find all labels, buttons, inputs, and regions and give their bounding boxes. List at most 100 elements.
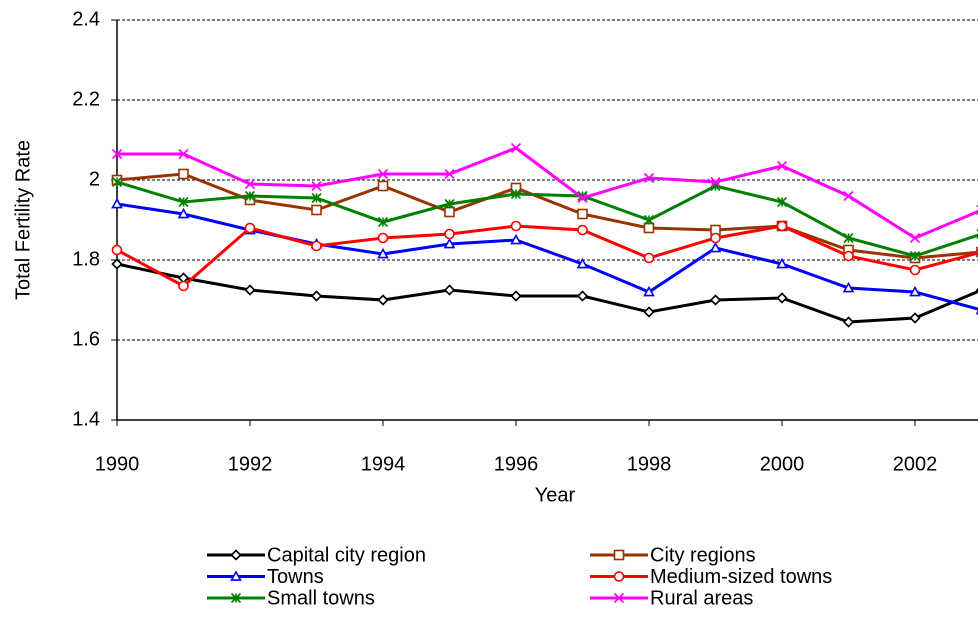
series-line bbox=[116, 180, 978, 258]
legend-item: Medium-sized towns bbox=[590, 566, 832, 588]
marker bbox=[577, 192, 588, 204]
marker bbox=[244, 178, 256, 190]
series-line bbox=[116, 262, 978, 324]
y-tick-label: 1.6 bbox=[72, 328, 100, 350]
marker bbox=[311, 204, 322, 216]
marker bbox=[311, 180, 322, 192]
x-tick-label: 1990 bbox=[95, 453, 140, 475]
marker bbox=[111, 244, 123, 256]
marker bbox=[909, 285, 921, 297]
marker bbox=[909, 232, 921, 244]
series-line bbox=[116, 224, 978, 288]
x-axis-title: Year bbox=[535, 484, 576, 506]
marker bbox=[643, 306, 655, 318]
marker bbox=[643, 252, 655, 264]
legend-item: Rural areas bbox=[590, 587, 753, 609]
marker bbox=[909, 250, 921, 262]
x-tick-label: 1994 bbox=[361, 453, 406, 475]
marker bbox=[577, 208, 588, 220]
y-tick-label: 2 bbox=[89, 168, 100, 190]
x-tick-label: 1998 bbox=[627, 453, 672, 475]
marker bbox=[310, 290, 323, 302]
marker bbox=[709, 241, 722, 253]
legend-label: City regions bbox=[650, 544, 756, 566]
marker bbox=[443, 237, 456, 249]
marker bbox=[178, 196, 189, 208]
legend-item: Capital city region bbox=[207, 544, 426, 566]
legend-label: Small towns bbox=[267, 587, 375, 609]
marker bbox=[909, 312, 921, 324]
y-tick-label: 2.4 bbox=[72, 8, 100, 30]
marker bbox=[613, 549, 625, 561]
legend-label: Medium-sized towns bbox=[650, 566, 832, 588]
marker bbox=[576, 290, 589, 302]
marker bbox=[311, 240, 322, 252]
marker bbox=[111, 258, 123, 270]
marker bbox=[244, 190, 256, 202]
y-tick-label: 1.4 bbox=[72, 408, 100, 430]
marker bbox=[111, 148, 123, 160]
x-tick-label: 2000 bbox=[760, 453, 805, 475]
series bbox=[111, 142, 978, 244]
marker bbox=[709, 294, 722, 306]
marker bbox=[230, 549, 242, 561]
marker bbox=[377, 232, 389, 244]
marker bbox=[843, 232, 854, 244]
series bbox=[111, 258, 978, 328]
marker bbox=[377, 216, 389, 228]
marker bbox=[776, 292, 788, 304]
marker bbox=[111, 197, 123, 209]
marker bbox=[510, 290, 522, 302]
marker bbox=[444, 206, 455, 218]
marker bbox=[230, 570, 242, 581]
marker bbox=[643, 172, 655, 184]
marker bbox=[311, 192, 322, 204]
marker bbox=[909, 264, 921, 276]
marker bbox=[178, 280, 189, 292]
x-tick-label: 2002 bbox=[893, 453, 938, 475]
marker bbox=[377, 247, 389, 259]
marker bbox=[244, 284, 256, 296]
marker bbox=[776, 257, 788, 269]
marker bbox=[710, 232, 721, 244]
marker bbox=[443, 284, 456, 296]
x-tick-label: 1992 bbox=[228, 453, 273, 475]
marker bbox=[230, 592, 242, 604]
series-line bbox=[117, 146, 978, 240]
marker bbox=[843, 250, 854, 262]
legend-label: Rural areas bbox=[650, 587, 753, 609]
legend-item: Towns bbox=[207, 566, 324, 588]
marker bbox=[842, 316, 855, 328]
marker bbox=[643, 285, 655, 297]
marker bbox=[377, 168, 389, 180]
marker bbox=[177, 207, 190, 219]
marker bbox=[842, 281, 855, 293]
marker bbox=[444, 228, 455, 240]
marker bbox=[776, 220, 788, 232]
marker bbox=[576, 257, 589, 269]
marker bbox=[111, 176, 123, 188]
marker bbox=[613, 571, 625, 582]
marker bbox=[643, 214, 655, 226]
legend-label: Capital city region bbox=[267, 544, 426, 566]
marker bbox=[444, 168, 455, 180]
series bbox=[111, 168, 978, 264]
y-axis-title: Total Fertility Rate bbox=[12, 140, 34, 300]
y-tick-label: 1.8 bbox=[72, 248, 100, 270]
marker bbox=[510, 142, 522, 154]
marker bbox=[776, 196, 788, 208]
marker bbox=[577, 224, 588, 236]
marker bbox=[178, 168, 189, 180]
legend-item: Small towns bbox=[207, 587, 375, 609]
series bbox=[111, 176, 978, 262]
series-line bbox=[116, 172, 978, 260]
x-tick-label: 1996 bbox=[494, 453, 539, 475]
marker bbox=[613, 592, 625, 604]
marker bbox=[643, 222, 655, 234]
marker bbox=[444, 198, 455, 210]
marker bbox=[244, 222, 256, 234]
marker bbox=[377, 294, 389, 306]
marker bbox=[510, 220, 522, 232]
marker bbox=[776, 160, 788, 172]
